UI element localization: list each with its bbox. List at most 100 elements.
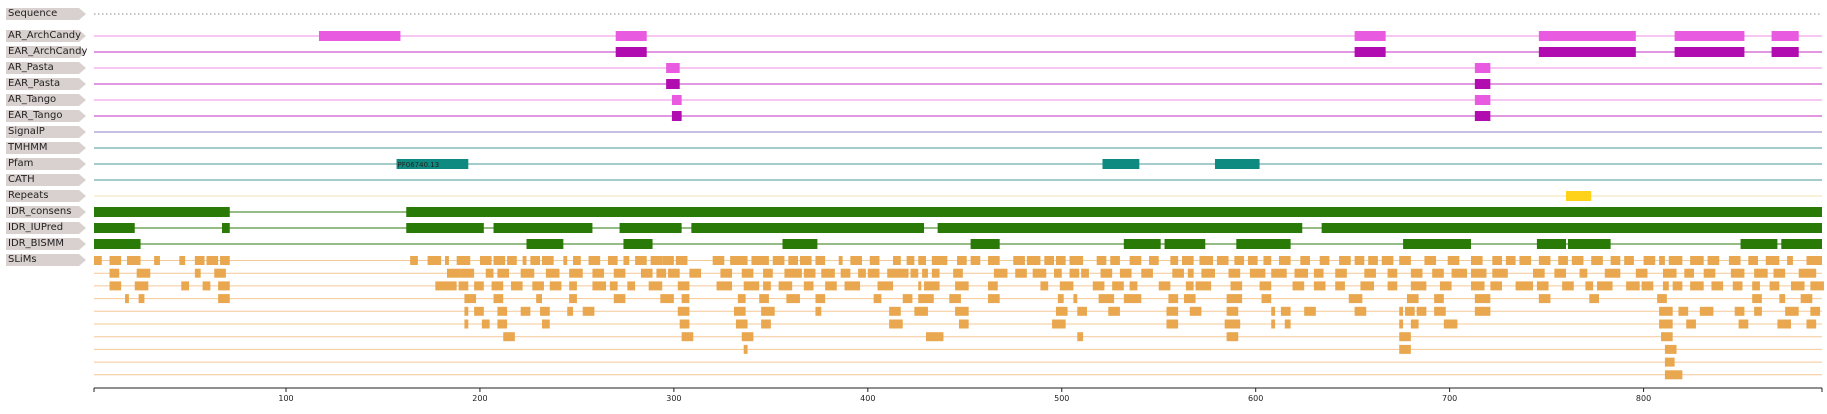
feature-idr_bismm [526, 239, 564, 249]
slim-motif [1092, 281, 1105, 291]
slim-motif [1230, 281, 1243, 291]
feature-ear_archcandy [1674, 47, 1745, 57]
slim-motif [1410, 319, 1419, 329]
slim-motif [957, 256, 967, 265]
track-label-idr_iupred[interactable]: IDR_IUPred [6, 222, 88, 234]
slim-motif [1108, 306, 1120, 316]
track-label-signalp[interactable]: SignalP [6, 126, 88, 138]
slim-motif [887, 268, 909, 278]
slim-motif [1292, 281, 1305, 291]
label-tab-shape [6, 46, 86, 58]
track-label-idr_consens[interactable]: IDR_consens [6, 206, 88, 218]
slim-motif [194, 256, 205, 265]
slim-motif [1077, 332, 1084, 342]
track-label-ar_tango[interactable]: AR_Tango [6, 94, 88, 106]
track-label-repeats[interactable]: Repeats [6, 190, 88, 202]
slim-motif [1470, 268, 1487, 278]
label-tab-shape [6, 8, 86, 20]
slim-motif [689, 268, 702, 278]
slim-motif [1263, 256, 1272, 265]
slim-motif [1684, 268, 1694, 278]
slim-motif [958, 319, 969, 329]
slim-motif [1054, 268, 1062, 278]
slim-motif [1492, 268, 1508, 278]
track-label-text: SLiMs [8, 254, 37, 265]
slim-motif [803, 281, 814, 291]
slim-motif [1424, 256, 1437, 265]
track-label-pfam[interactable]: Pfam [6, 158, 88, 170]
slim-motif [1752, 281, 1760, 291]
feature-ar_archcandy [615, 31, 647, 41]
slim-motif [94, 256, 102, 265]
feature-idr_consens [94, 207, 230, 217]
slim-motif [1226, 332, 1239, 342]
slim-motif [522, 256, 527, 265]
feature-idr_bismm [1236, 239, 1291, 249]
track-label-ear_tango[interactable]: EAR_Tango [6, 110, 88, 122]
slim-motif [1405, 306, 1415, 316]
track-label-slims[interactable]: SLiMs [6, 254, 88, 266]
slim-motif [906, 256, 915, 265]
slim-motif [821, 268, 835, 278]
slim-motif [464, 294, 477, 304]
track-label-tmhmm[interactable]: TMHMM [6, 142, 88, 154]
slim-motif [1661, 332, 1673, 342]
slim-motif [1678, 306, 1689, 316]
feature-idr_iupred [406, 223, 484, 233]
feature-idr_iupred [937, 223, 1303, 233]
track-label-ar_pasta[interactable]: AR_Pasta [6, 62, 88, 74]
feature-idr_bismm [1123, 239, 1161, 249]
slim-motif [1294, 268, 1309, 278]
slim-motif [1247, 256, 1258, 265]
slim-motif [134, 281, 149, 291]
slim-motif [214, 268, 226, 278]
slim-motif [485, 268, 494, 278]
track-label-ear_pasta[interactable]: EAR_Pasta [6, 78, 88, 90]
slim-motif [1699, 306, 1714, 316]
feature-ear_pasta [1474, 79, 1491, 89]
slim-motif [803, 268, 816, 278]
track-label-idr_bismm[interactable]: IDR_BISMM [6, 238, 88, 250]
slim-motif [1585, 281, 1594, 291]
slim-motif [410, 256, 418, 265]
slim-motif [1259, 281, 1272, 291]
track-label-ar_archcandy[interactable]: AR_ArchCandy [6, 30, 88, 42]
slim-motif [1234, 256, 1245, 265]
slim-motif [427, 256, 442, 265]
slim-motif [1189, 306, 1202, 316]
slim-motif [1773, 268, 1786, 278]
feature-ar_pasta [666, 63, 680, 73]
feature-idr_consens [406, 207, 1822, 217]
slim-motif [206, 256, 219, 265]
slim-motif [1690, 256, 1704, 265]
slim-motif [1387, 281, 1398, 291]
slim-motif [1777, 319, 1791, 329]
slim-motif [712, 256, 725, 265]
feature-ar_tango [671, 95, 682, 105]
slim-motif [873, 294, 882, 304]
slim-motif [931, 268, 940, 278]
slim-motif [778, 281, 793, 291]
slim-motif [503, 332, 515, 342]
track-label-text: AR_Tango [8, 94, 57, 105]
feature-repeats [1566, 191, 1592, 201]
label-tab-shape [6, 142, 86, 154]
slim-motif [1470, 281, 1485, 291]
slim-motif [549, 281, 562, 291]
slim-motif [924, 281, 940, 291]
slim-motif [988, 256, 1000, 265]
slim-motif [109, 256, 122, 265]
track-label-ear_archcandy[interactable]: EAR_ArchCandy [6, 46, 88, 58]
track-label-cath[interactable]: CATH [6, 174, 88, 186]
x-axis-tick-label: 400 [860, 394, 875, 403]
slim-motif [1447, 256, 1460, 265]
track-label-sequence[interactable]: Sequence [6, 8, 88, 20]
slim-motif [1443, 319, 1458, 329]
slim-motif [1141, 268, 1153, 278]
feature-idr_iupred [94, 223, 135, 233]
slim-motif [1168, 294, 1179, 304]
slim-motif [1519, 256, 1532, 265]
slim-motif [1360, 281, 1374, 291]
slim-motif [493, 256, 506, 265]
